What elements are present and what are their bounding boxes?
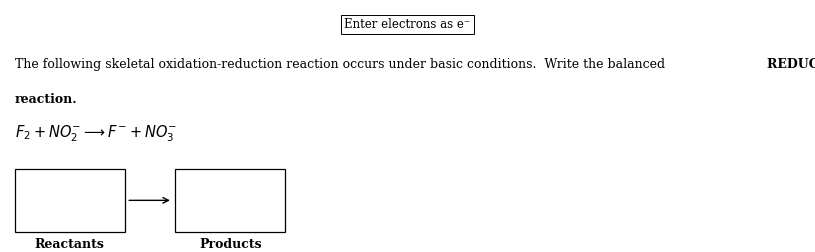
Text: The following skeletal oxidation-reduction reaction occurs under basic condition: The following skeletal oxidation-reducti… — [15, 58, 669, 71]
Bar — [175, 169, 285, 232]
Text: Reactants: Reactants — [34, 238, 104, 251]
Text: reaction.: reaction. — [15, 93, 77, 106]
Text: REDUCTION half: REDUCTION half — [768, 58, 815, 71]
Bar — [15, 169, 125, 232]
Text: Products: Products — [200, 238, 262, 251]
Text: $F_2 + NO_2^{-} \longrightarrow F^{-} + NO_3^{-}$: $F_2 + NO_2^{-} \longrightarrow F^{-} + … — [15, 123, 177, 144]
Text: Enter electrons as e⁻: Enter electrons as e⁻ — [345, 18, 470, 31]
